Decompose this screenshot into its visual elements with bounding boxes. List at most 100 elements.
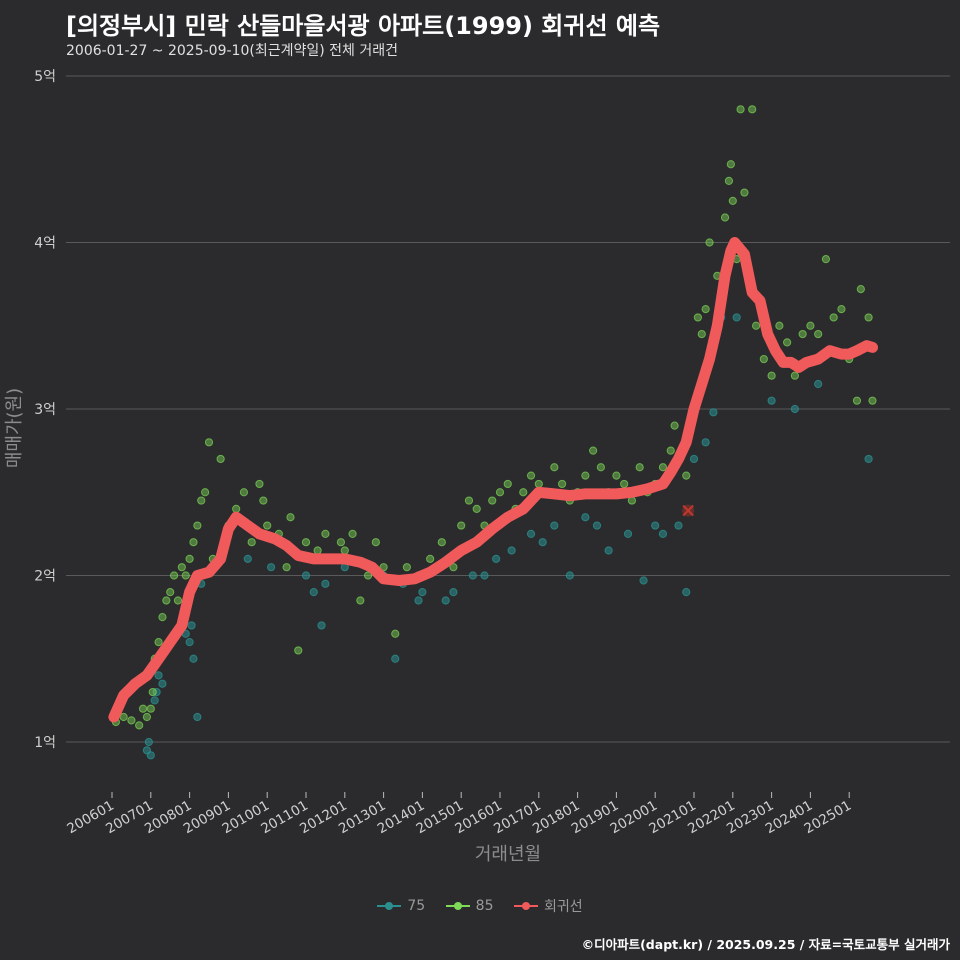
point-75 [689,454,699,464]
point-85 [635,463,644,472]
point-85 [790,371,799,380]
point-85 [426,554,435,563]
point-75 [701,438,710,447]
y-tick-label: 4억 [34,236,56,252]
point-85 [472,504,481,513]
y-tick-label: 1억 [34,735,56,751]
point-85 [740,188,749,197]
point-85 [726,160,735,169]
legend-label-85: 85 [475,898,494,914]
point-75 [449,588,458,597]
point-85 [620,479,629,489]
point-75 [301,571,311,580]
point-85 [379,563,388,572]
point-75 [266,563,276,572]
point-75 [592,521,602,530]
point-85 [197,496,206,505]
point-85 [204,438,214,447]
point-85 [821,255,831,264]
chart-title: [의정부시] 민락 산들마을서광 아파트(1999) 회귀선 예측 [66,12,661,40]
point-85 [321,529,330,538]
point-85 [336,538,346,547]
point-85 [119,712,128,722]
point-85 [177,563,186,572]
point-85 [581,471,590,480]
point-85 [146,704,155,713]
point-75 [682,588,691,597]
y-axis-label: 매매가(원) [4,388,25,468]
point-85 [457,521,466,530]
point-85 [720,213,730,222]
point-75 [864,454,873,464]
point-85 [162,596,171,605]
point-85 [301,538,311,547]
point-85 [534,479,543,489]
point-85 [138,704,148,713]
point-75 [651,521,660,530]
footer-credit: ©디아파트(dapt.kr) / 2025.09.25 / 자료=국토교통부 실… [581,937,950,952]
point-75 [526,529,536,538]
point-75 [814,379,823,389]
point-75 [492,554,501,563]
point-75 [468,571,477,580]
point-85 [449,563,458,572]
y-tick-label: 5억 [34,69,56,85]
point-85 [736,105,745,114]
point-85 [148,687,157,697]
point-85 [294,646,303,655]
point-75 [604,546,613,555]
point-75 [391,654,400,663]
point-85 [728,196,737,205]
point-85 [255,479,264,489]
legend-item-75[interactable]: 75 [377,898,425,914]
point-85 [705,238,714,247]
legend-label-regression: 회귀선 [543,899,583,915]
point-75 [767,396,776,405]
point-85 [748,105,757,114]
point-75 [790,404,799,414]
point-85 [169,571,179,580]
point-75 [418,588,427,597]
point-85 [402,563,411,572]
point-85 [340,546,349,555]
point-75 [414,596,423,605]
point-85 [313,546,322,555]
legend-item-regression[interactable]: 회귀선 [513,896,583,916]
point-75 [158,679,167,688]
point-85 [526,471,536,480]
point-75 [480,571,489,580]
point-75 [550,521,559,530]
point-75 [674,521,683,530]
point-85 [282,563,291,572]
point-85 [259,496,268,505]
point-85 [232,504,241,513]
point-85 [837,305,846,314]
legend-swatch-regression [513,898,538,914]
point-75 [154,671,163,680]
legend-item-85[interactable]: 85 [445,898,494,914]
point-85 [363,571,373,580]
x-axis-label: 거래년월 [475,844,541,865]
point-85 [216,454,225,464]
point-75 [321,579,330,588]
point-75 [309,588,318,597]
point-75 [538,538,547,547]
point-85 [868,396,877,405]
point-85 [612,471,621,480]
point-75 [709,408,718,417]
point-85 [767,371,776,380]
legend-swatch-75 [377,898,402,914]
point-85 [348,529,357,538]
point-85 [751,321,761,330]
point-85 [239,488,249,497]
point-85 [693,313,702,322]
point-75 [639,576,648,585]
point-75 [150,696,159,705]
point-85 [158,613,167,622]
point-85 [852,396,862,405]
y-tick-label: 3억 [34,402,56,418]
point-85 [783,338,792,347]
point-85 [488,496,497,505]
point-85 [356,596,365,605]
legend-label-75: 75 [407,898,426,914]
